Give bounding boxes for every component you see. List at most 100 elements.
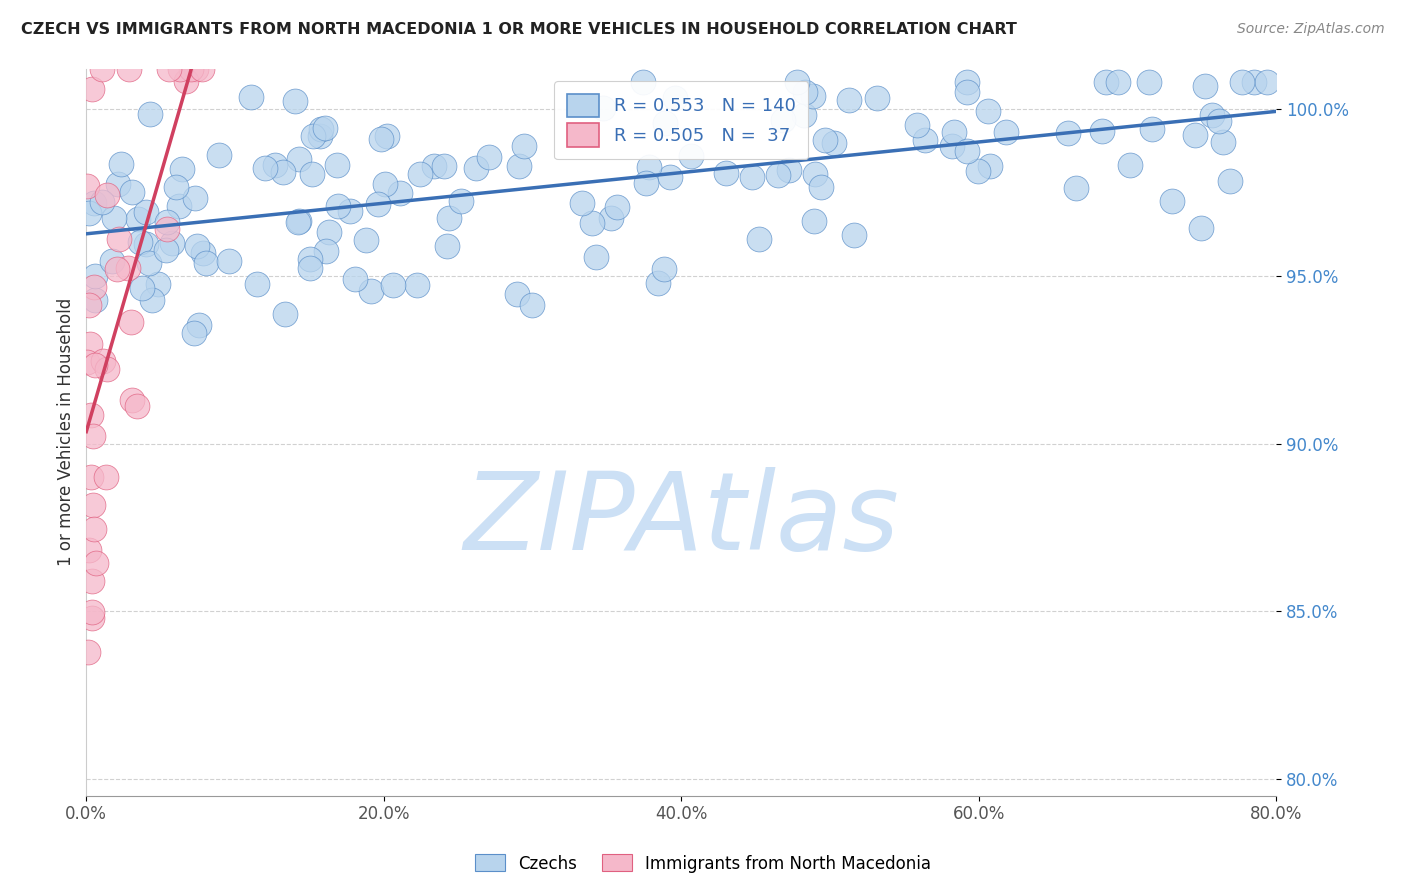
Point [298,252,321,267]
Point [91,354,114,368]
Point [634,176,657,190]
Point [681,149,703,163]
Point [96,187,118,202]
Point [77,542,100,557]
Point [135,205,157,219]
Point [976,103,998,118]
Point [139,107,162,121]
Point [1119,158,1142,172]
Point [995,125,1018,139]
Point [381,278,404,293]
Point [77,206,100,220]
Point [288,214,311,228]
Point [652,262,675,277]
Point [375,129,398,144]
Point [772,112,794,127]
Point [1066,181,1088,195]
Point [288,152,311,166]
Point [79,337,101,351]
Point [654,116,676,130]
Point [941,139,963,153]
Point [813,133,835,147]
Point [914,133,936,147]
Point [315,244,337,259]
Point [1243,75,1265,89]
Point [581,216,603,230]
Point [436,239,458,253]
Point [956,144,979,158]
Point [838,93,860,107]
Point [80,408,103,422]
Point [360,284,382,298]
Legend: R = 0.553   N = 140, R = 0.505   N =  37: R = 0.553 N = 140, R = 0.505 N = 37 [554,81,808,159]
Point [585,250,607,264]
Point [186,239,208,253]
Point [505,287,527,301]
Point [1212,136,1234,150]
Point [638,160,661,174]
Point [83,269,105,284]
Point [131,281,153,295]
Point [183,191,205,205]
Point [1057,126,1080,140]
Point [866,91,889,105]
Point [283,95,305,109]
Point [1189,220,1212,235]
Point [388,186,411,201]
Point [905,118,928,132]
Point [146,277,169,291]
Point [339,204,361,219]
Point [76,178,98,193]
Point [478,149,501,163]
Point [110,157,132,171]
Point [741,169,763,184]
Point [155,222,177,236]
Point [162,236,184,251]
Point [180,62,202,76]
Point [287,214,309,228]
Point [135,236,157,251]
Point [191,62,214,76]
Point [842,228,865,243]
Point [77,645,100,659]
Point [82,611,104,625]
Point [571,195,593,210]
Point [631,75,654,89]
Point [264,158,287,172]
Point [80,574,103,589]
Point [76,355,98,369]
Point [302,128,325,143]
Point [96,361,118,376]
Point [804,167,827,181]
Point [170,162,193,177]
Point [318,226,340,240]
Point [778,163,800,178]
Point [942,125,965,139]
Point [606,200,628,214]
Point [439,211,461,225]
Point [803,214,825,228]
Point [118,62,141,76]
Point [105,261,128,276]
Point [155,243,177,257]
Point [80,81,103,95]
Point [184,62,207,76]
Point [77,298,100,312]
Point [823,136,845,151]
Point [129,235,152,250]
Point [83,196,105,211]
Point [84,556,107,570]
Point [273,307,295,321]
Point [107,178,129,192]
Point [191,246,214,260]
Point [117,261,139,276]
Point [766,168,789,182]
Point [141,293,163,307]
Point [176,74,198,88]
Point [786,75,808,89]
Point [125,399,148,413]
Point [80,469,103,483]
Point [803,88,825,103]
Point [592,101,614,115]
Point [169,62,191,76]
